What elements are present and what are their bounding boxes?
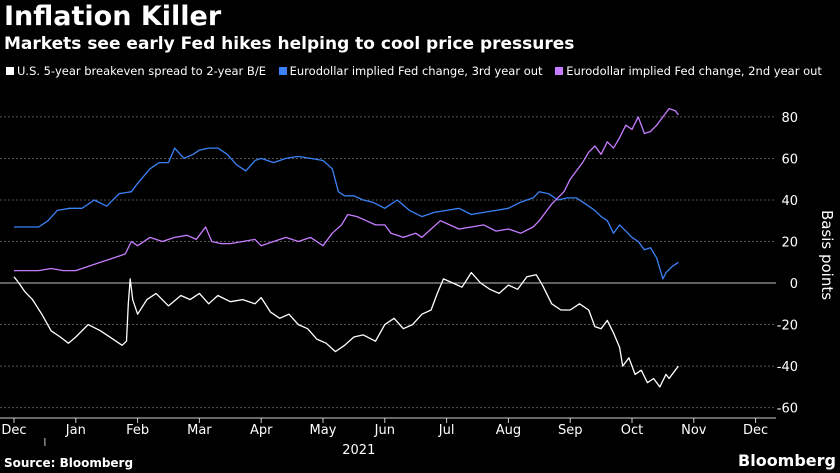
y-tick-label: -20 <box>777 319 798 334</box>
series-line-3rd-year <box>14 147 679 280</box>
x-tick-label: May <box>310 423 337 438</box>
legend-item-3rd-year: Eurodollar implied Fed change, 3rd year … <box>278 64 543 78</box>
y-tick-label: 40 <box>781 194 798 209</box>
chart-title: Inflation Killer <box>4 1 222 32</box>
legend-swatch-purple <box>555 67 564 75</box>
y-tick-label: 60 <box>781 152 798 167</box>
year-label: 2021 <box>342 443 375 458</box>
series-line-2nd-year <box>14 107 679 272</box>
x-tick-label: Oct <box>621 423 643 438</box>
x-tick-label: Apr <box>250 423 273 438</box>
chart-subtitle: Markets see early Fed hikes helping to c… <box>4 34 575 54</box>
legend-label: U.S. 5-year breakeven spread to 2-year B… <box>17 64 266 78</box>
legend-swatch-white <box>6 67 14 75</box>
x-tick-label: Jul <box>438 423 455 438</box>
x-tick-label: Jan <box>65 423 86 438</box>
legend-swatch-blue <box>278 67 287 75</box>
series-line-breakeven <box>13 271 679 388</box>
y-tick-label: -40 <box>777 360 798 375</box>
y-tick-label: 80 <box>781 111 798 126</box>
source-note: Source: Bloomberg <box>4 456 134 470</box>
x-tick-label: Mar <box>187 423 212 438</box>
y-axis-label: Basis points <box>818 210 836 300</box>
y-tick-label: -60 <box>777 402 798 417</box>
x-tick-label: Feb <box>126 423 149 438</box>
x-tick-label: Aug <box>496 423 521 438</box>
bloomberg-logo: Bloomberg <box>738 451 836 470</box>
legend-item-2nd-year: Eurodollar implied Fed change, 2nd year … <box>555 64 822 78</box>
x-tick-label: Nov <box>681 423 707 438</box>
legend: U.S. 5-year breakeven spread to 2-year B… <box>6 64 831 78</box>
x-tick-label: Sep <box>558 423 583 438</box>
x-tick-label: Dec <box>1 423 26 438</box>
legend-label: Eurodollar implied Fed change, 3rd year … <box>289 64 543 78</box>
y-tick-label: 0 <box>790 277 798 292</box>
x-tick-label: Jun <box>374 423 395 438</box>
y-tick-label: 20 <box>781 236 798 251</box>
legend-label: Eurodollar implied Fed change, 2nd year … <box>566 64 822 78</box>
x-tick-label: Dec <box>743 423 768 438</box>
legend-item-breakeven: U.S. 5-year breakeven spread to 2-year B… <box>6 64 266 78</box>
